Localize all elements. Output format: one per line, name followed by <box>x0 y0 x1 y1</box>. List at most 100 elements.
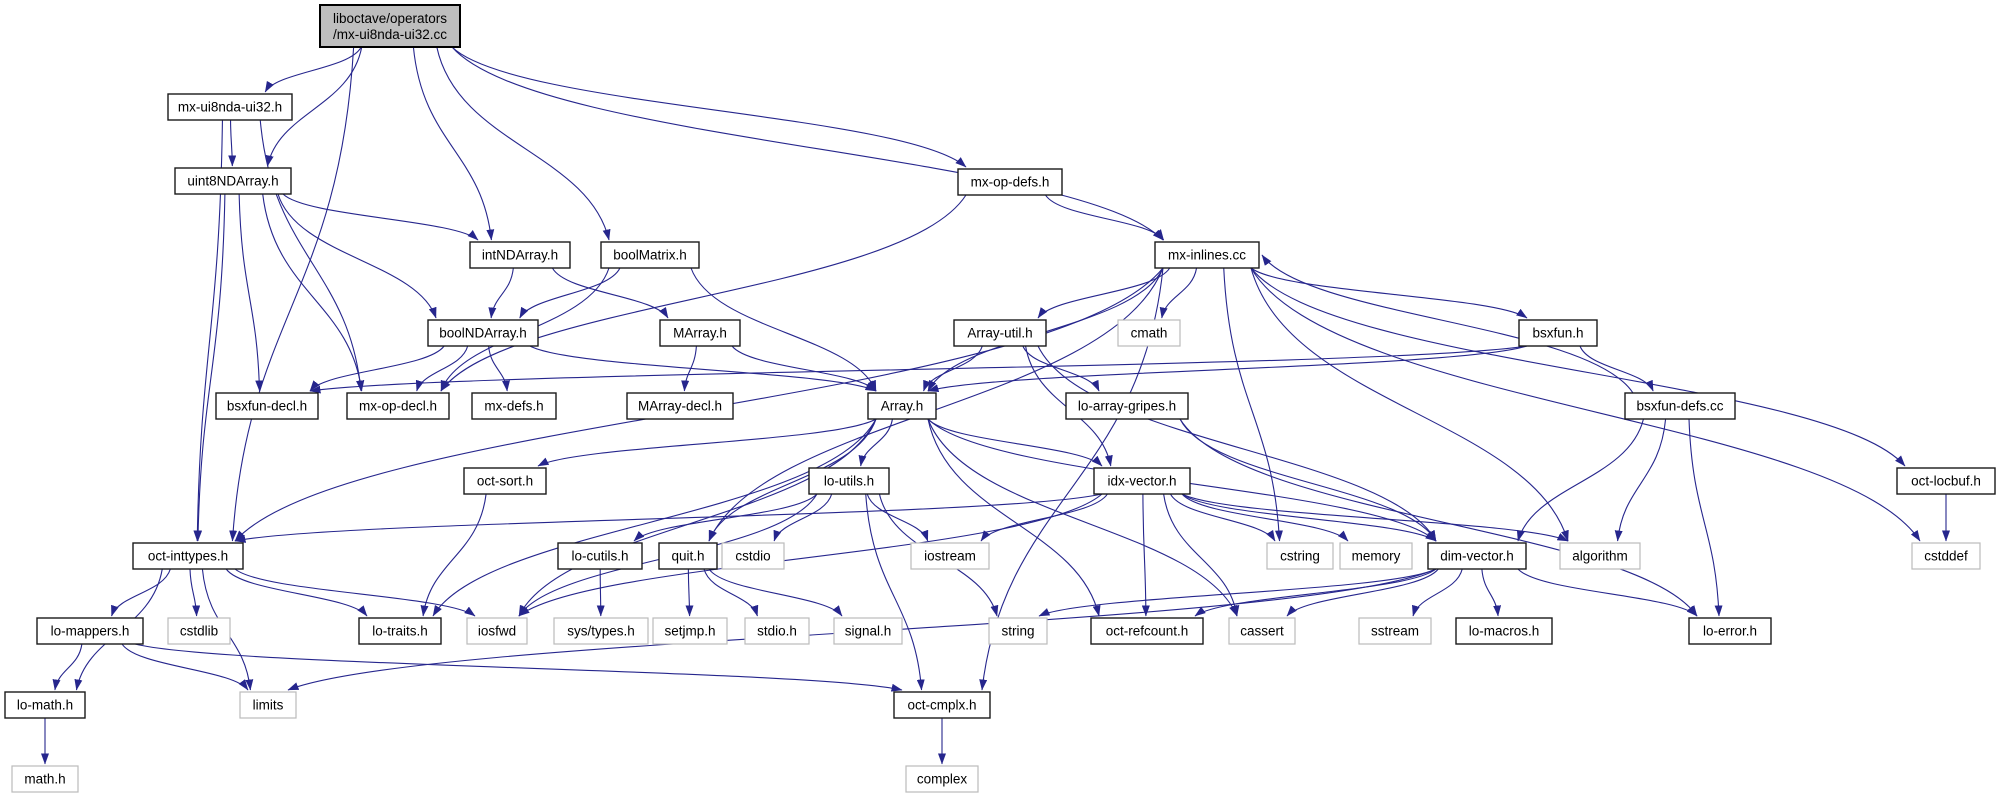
node-label-bsxfun: bsxfun.h <box>1532 326 1583 341</box>
node-label-algorithm: algorithm <box>1572 549 1628 564</box>
node-box-lo_traits[interactable] <box>358 617 442 645</box>
edge-mx_ui8nda_ui32_h-uint8ndarray <box>228 119 237 167</box>
node-array_util[interactable]: Array-util.h <box>953 319 1047 347</box>
node-box-mx_inlines[interactable] <box>1154 241 1260 269</box>
node-marray[interactable]: MArray.h <box>659 319 741 347</box>
node-idx_vector[interactable]: idx-vector.h <box>1093 467 1191 495</box>
node-box-boolmatrix[interactable] <box>600 241 700 269</box>
edge-lo_mappers-oct_cmplx <box>134 643 903 692</box>
edge-bsxfun-bsxfun_decl <box>309 345 1528 394</box>
node-label-complex: complex <box>917 772 968 787</box>
node-box-bsxfun_decl[interactable] <box>215 392 319 420</box>
node-lo_error[interactable]: lo-error.h <box>1688 617 1772 645</box>
node-mx_defs[interactable]: mx-defs.h <box>471 392 557 420</box>
node-box-lo_array_gripes[interactable] <box>1065 392 1189 420</box>
node-complex: complex <box>905 765 979 793</box>
node-iosfwd: iosfwd <box>466 617 528 645</box>
node-array_h[interactable]: Array.h <box>867 392 937 420</box>
node-label-idx_vector: idx-vector.h <box>1107 474 1176 489</box>
edge-lo_mappers-limits <box>121 643 249 691</box>
node-mx_op_decl[interactable]: mx-op-decl.h <box>346 392 450 420</box>
node-box-marray[interactable] <box>659 319 741 347</box>
node-box-dim_vector[interactable] <box>1427 542 1527 570</box>
node-marray_decl[interactable]: MArray-decl.h <box>626 392 734 420</box>
node-box-array_h[interactable] <box>867 392 937 420</box>
node-lo_mappers[interactable]: lo-mappers.h <box>36 617 144 645</box>
edge-idx_vector-memory <box>1181 493 1349 542</box>
node-box-oct_sort[interactable] <box>463 467 547 495</box>
node-box-lo_macros[interactable] <box>1455 617 1553 645</box>
edge-root-mx_inlines <box>451 46 1164 241</box>
edge-idx_vector-oct_inttypes <box>234 493 1103 543</box>
edge-mx_ui8nda_ui32_h-mx_op_decl <box>259 119 364 392</box>
node-lo_array_gripes[interactable]: lo-array-gripes.h <box>1065 392 1189 420</box>
node-box-bsxfun[interactable] <box>1518 319 1598 347</box>
node-box-quit[interactable] <box>658 542 718 570</box>
node-mx_inlines[interactable]: mx-inlines.cc <box>1154 241 1260 269</box>
edge-dim_vector-oct_refcount <box>1194 568 1437 617</box>
node-box-oct_inttypes[interactable] <box>132 542 244 570</box>
node-box-mx_defs[interactable] <box>471 392 557 420</box>
edge-lo_array_gripes-lo_error <box>1179 418 1698 617</box>
node-box-oct_locbuf[interactable] <box>1896 467 1996 495</box>
node-lo_utils[interactable]: lo-utils.h <box>808 467 890 495</box>
node-label-sys_types: sys/types.h <box>567 624 635 639</box>
node-label-quit: quit.h <box>671 549 704 564</box>
node-oct_refcount[interactable]: oct-refcount.h <box>1090 617 1204 645</box>
node-boolndarray[interactable]: boolNDArray.h <box>427 319 539 347</box>
node-dim_vector[interactable]: dim-vector.h <box>1427 542 1527 570</box>
node-box-boolndarray[interactable] <box>427 319 539 347</box>
node-box-uint8ndarray[interactable] <box>174 167 292 195</box>
node-lo_traits[interactable]: lo-traits.h <box>358 617 442 645</box>
node-lo_math[interactable]: lo-math.h <box>4 691 86 719</box>
node-box-mx_ui8nda_ui32_h[interactable] <box>167 93 293 121</box>
node-box-oct_refcount[interactable] <box>1090 617 1204 645</box>
node-mx_ui8nda_ui32_h[interactable]: mx-ui8nda-ui32.h <box>167 93 293 121</box>
node-box-lo_utils[interactable] <box>808 467 890 495</box>
node-box-intndarray[interactable] <box>469 241 571 269</box>
edge-quit-signal <box>708 568 843 617</box>
node-oct_locbuf[interactable]: oct-locbuf.h <box>1896 467 1996 495</box>
node-quit[interactable]: quit.h <box>658 542 718 570</box>
node-boolmatrix[interactable]: boolMatrix.h <box>600 241 700 269</box>
edge-mx_inlines-algorithm <box>1250 267 1569 542</box>
node-box-idx_vector[interactable] <box>1093 467 1191 495</box>
edge-array_h-oct_refcount <box>927 418 1101 617</box>
edge-boolmatrix-boolndarray <box>519 267 621 319</box>
node-label-cassert: cassert <box>1240 624 1284 639</box>
node-box-mx_op_defs[interactable] <box>957 168 1063 196</box>
node-intndarray[interactable]: intNDArray.h <box>469 241 571 269</box>
node-mx_op_defs[interactable]: mx-op-defs.h <box>957 168 1063 196</box>
node-box-root <box>319 4 461 48</box>
node-box-mx_op_decl[interactable] <box>346 392 450 420</box>
node-label-lo_traits: lo-traits.h <box>372 624 428 639</box>
node-oct_inttypes[interactable]: oct-inttypes.h <box>132 542 244 570</box>
node-box-marray_decl[interactable] <box>626 392 734 420</box>
node-cmath: cmath <box>1117 319 1181 347</box>
node-oct_cmplx[interactable]: oct-cmplx.h <box>893 691 991 719</box>
node-box-oct_cmplx[interactable] <box>893 691 991 719</box>
node-label-lo_error: lo-error.h <box>1703 624 1757 639</box>
node-box-lo_mappers[interactable] <box>36 617 144 645</box>
node-bsxfun_defs[interactable]: bsxfun-defs.cc <box>1624 392 1736 420</box>
node-stdio: stdio.h <box>744 617 810 645</box>
node-cassert: cassert <box>1228 617 1296 645</box>
edge-boolndarray-mx_defs <box>488 345 510 392</box>
node-box-lo_math[interactable] <box>4 691 86 719</box>
edge-dim_vector-lo_macros <box>1481 568 1502 617</box>
node-box-array_util[interactable] <box>953 319 1047 347</box>
node-bsxfun[interactable]: bsxfun.h <box>1518 319 1598 347</box>
node-box-lo_error[interactable] <box>1688 617 1772 645</box>
node-label-mx_defs: mx-defs.h <box>484 399 543 414</box>
node-oct_sort[interactable]: oct-sort.h <box>463 467 547 495</box>
node-lo_cutils[interactable]: lo-cutils.h <box>557 542 643 570</box>
node-bsxfun_decl[interactable]: bsxfun-decl.h <box>215 392 319 420</box>
node-box-bsxfun_defs[interactable] <box>1624 392 1736 420</box>
edge-array_util-lo_array_gripes <box>1022 345 1100 392</box>
edge-dim_vector-string <box>1038 568 1437 617</box>
edge-marray-array_h <box>731 345 877 392</box>
node-box-lo_cutils[interactable] <box>557 542 643 570</box>
node-uint8ndarray[interactable]: uint8NDArray.h <box>174 167 292 195</box>
edge-root-mx_ui8nda_ui32_h <box>264 46 362 93</box>
node-lo_macros[interactable]: lo-macros.h <box>1455 617 1553 645</box>
